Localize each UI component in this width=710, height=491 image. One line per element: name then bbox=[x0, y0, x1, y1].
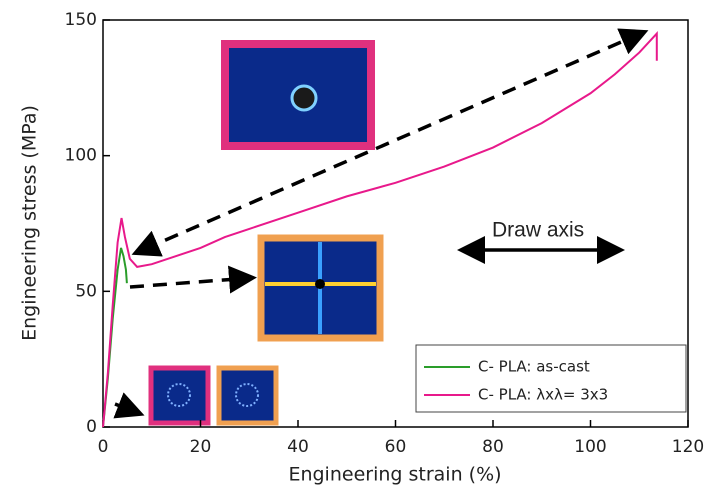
data-line bbox=[102, 31, 658, 428]
y-axis-label: Engineering stress (MPa) bbox=[19, 105, 41, 341]
legend-box bbox=[415, 344, 687, 413]
annotation-arrows bbox=[113, 28, 649, 419]
legend-label: C- PLA: λxλ= 3x3 bbox=[478, 386, 608, 404]
y-tick-label: 50 bbox=[75, 281, 97, 301]
x-axis-label: Engineering strain (%) bbox=[288, 464, 501, 486]
x-tick-label: 80 bbox=[482, 437, 504, 457]
inset-images bbox=[148, 40, 384, 426]
x-tick-label: 120 bbox=[672, 437, 704, 457]
y-tick-label: 100 bbox=[65, 146, 97, 166]
x-tick-label: 0 bbox=[98, 437, 109, 457]
legend-label: C- PLA: as-cast bbox=[478, 358, 590, 376]
x-tick-label: 20 bbox=[190, 437, 212, 457]
x-tick-label: 100 bbox=[574, 437, 606, 457]
annotation: Draw axis bbox=[492, 219, 584, 242]
x-tick-label: 60 bbox=[385, 437, 407, 457]
y-tick-label: 150 bbox=[65, 10, 97, 30]
y-tick-label: 0 bbox=[86, 417, 97, 437]
x-tick-label: 40 bbox=[287, 437, 309, 457]
